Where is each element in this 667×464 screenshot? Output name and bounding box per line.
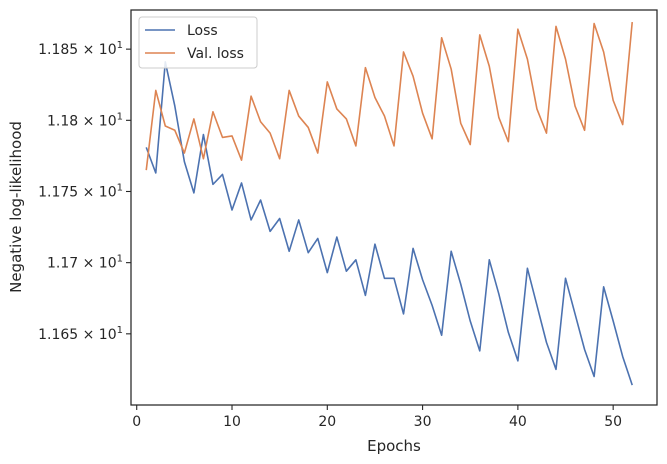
y-tick-label: 1.165 × 101: [38, 325, 123, 343]
x-axis-ticks: 0 10 20 30 40 50: [132, 405, 622, 430]
series-line-val-loss: [145, 22, 634, 171]
legend-label-val-loss: Val. loss: [187, 46, 244, 62]
y-tick-label: 1.18 × 101: [47, 111, 123, 129]
x-axis-label: Epochs: [367, 437, 421, 455]
x-tick-label: 40: [509, 414, 527, 430]
y-tick-label: 1.17 × 101: [47, 254, 123, 272]
y-axis-ticks: 1.165 × 101 1.17 × 101 1.175 × 101 1.18 × 1…: [38, 40, 131, 343]
y-axis-label: Negative log-likelihood: [7, 121, 25, 293]
y-tick-label: 1.185 × 101: [38, 40, 123, 58]
x-tick-label: 30: [414, 414, 432, 430]
series-line-loss: [145, 61, 633, 386]
x-tick-label: 50: [604, 414, 622, 430]
x-tick-label: 20: [318, 414, 336, 430]
legend: Loss Val. loss: [138, 16, 258, 69]
x-tick-label: 10: [223, 414, 241, 430]
series-layer: [145, 22, 634, 386]
y-tick-label: 1.175 × 101: [38, 182, 123, 200]
plot-frame: [130, 9, 658, 406]
legend-label-loss: Loss: [187, 23, 218, 39]
x-tick-label: 0: [132, 414, 141, 430]
